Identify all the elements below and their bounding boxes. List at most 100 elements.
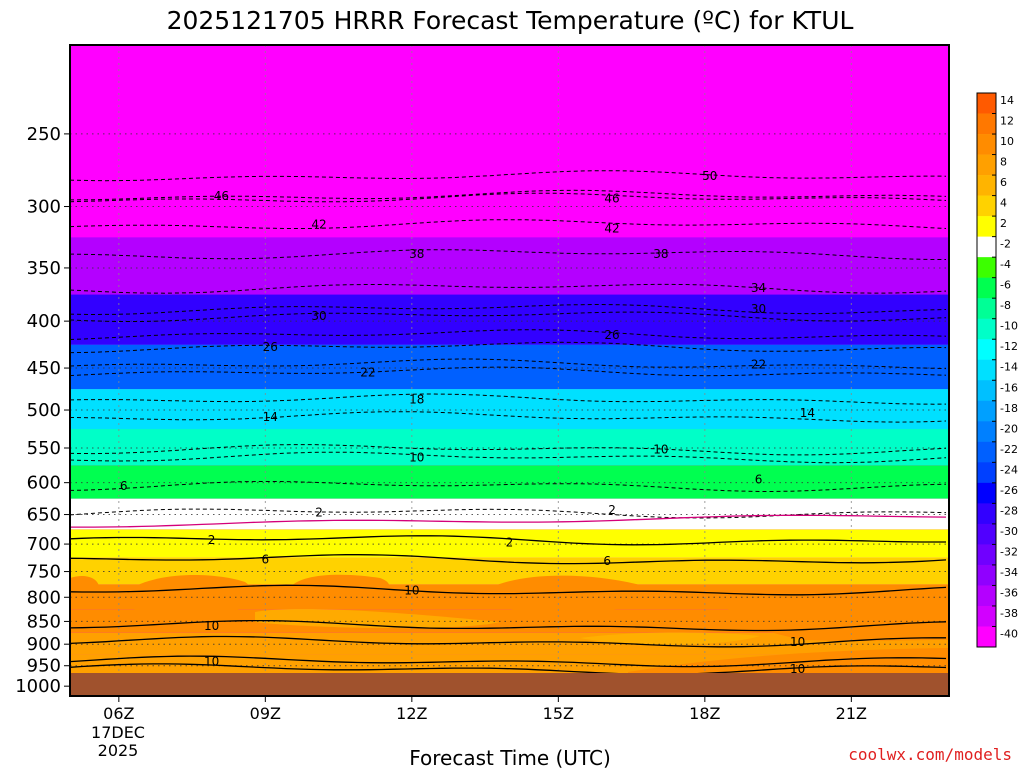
warm-pool-shape — [70, 576, 100, 607]
colorbar-swatch — [977, 195, 996, 217]
contour-label: 10 — [404, 584, 419, 598]
temperature-band — [70, 294, 949, 345]
x-axis: 17DEC 2025 06Z 09Z 12Z 15Z 18Z 21Z — [91, 696, 867, 760]
colorbar-swatch — [977, 400, 996, 422]
contour-line — [70, 663, 947, 676]
colorbar-label: -28 — [1000, 504, 1018, 517]
temperature-band — [70, 237, 949, 295]
colorbar-label: -24 — [1000, 463, 1018, 476]
colorbar-label: 8 — [1000, 156, 1007, 169]
cool-streak-shape — [580, 632, 760, 645]
contour-line — [70, 411, 947, 423]
contour-label: 30 — [311, 309, 326, 323]
contour-label: 2 — [506, 535, 514, 549]
contour-label: 42 — [311, 218, 326, 232]
y-tick-label: 250 — [27, 124, 61, 145]
contour-label: 6 — [603, 554, 611, 568]
contour-line — [70, 329, 947, 340]
chart-title: 2025121705 HRRR Forecast Temperature (ºC… — [167, 6, 854, 35]
colorbar-swatch — [977, 277, 996, 299]
contour-label: 18 — [409, 393, 424, 407]
y-tick-label: 800 — [27, 587, 61, 608]
colorbar-swatch — [977, 154, 996, 176]
contour-line — [70, 311, 947, 322]
colorbar-label: -32 — [1000, 545, 1018, 558]
x-tick-label: 12Z — [396, 704, 427, 723]
x-tick-label: 06Z — [103, 704, 134, 723]
contour-label: 22 — [360, 365, 375, 379]
colorbar-swatch — [977, 564, 996, 586]
colorbar-label: 6 — [1000, 176, 1007, 189]
y-tick-label: 650 — [27, 505, 61, 526]
x-axis-label: Forecast Time (UTC) — [409, 746, 611, 768]
contour-label: 50 — [702, 169, 717, 183]
contour-label: 38 — [409, 247, 424, 261]
colorbar-swatch — [977, 93, 996, 114]
contour-line — [70, 219, 947, 229]
pressure-gridlines — [70, 133, 949, 687]
contour-label: 22 — [751, 357, 766, 371]
plot-frame — [69, 44, 950, 697]
colorbar-label: 4 — [1000, 197, 1007, 210]
colorbar-label: -6 — [1000, 279, 1011, 292]
warm-pool-shape — [722, 585, 949, 641]
warm-pool-shape — [122, 575, 253, 621]
temperature-band — [70, 344, 949, 390]
colorbar-swatch — [977, 134, 996, 155]
warm-pools — [70, 574, 949, 673]
colorbar-label: 10 — [1000, 135, 1014, 148]
contour-label: 30 — [751, 302, 766, 316]
contour-line — [70, 451, 947, 464]
time-gridlines — [118, 45, 852, 696]
y-tick-label: 500 — [27, 400, 61, 421]
temperature-band — [70, 465, 949, 499]
colorbar-label: -34 — [1000, 566, 1018, 579]
contour-line — [70, 655, 947, 668]
colorbar-label: 12 — [1000, 115, 1014, 128]
cool-streak-shape — [255, 609, 500, 629]
x-tick-label: 21Z — [836, 704, 867, 723]
colorbar-swatch — [977, 605, 996, 627]
colorbar-label: -36 — [1000, 586, 1018, 599]
temperature-band — [70, 170, 949, 238]
contour-label: 6 — [120, 479, 128, 493]
contour-label: 10 — [204, 619, 219, 633]
contour-line — [70, 341, 947, 354]
colorbar-label: -4 — [1000, 258, 1011, 271]
warm-pool-shape — [478, 575, 655, 614]
y-tick-label: 950 — [27, 656, 61, 677]
colorbar-swatch — [977, 380, 996, 402]
contour-label: 10 — [653, 442, 668, 456]
contour-line — [70, 366, 947, 377]
colorbar-swatch — [977, 318, 996, 340]
contour-line — [70, 393, 947, 405]
colorbar-swatch — [977, 298, 996, 320]
colorbar-label: -12 — [1000, 340, 1018, 353]
colorbar-label: -2 — [1000, 238, 1011, 251]
y-tick-label: 550 — [27, 438, 61, 459]
contour-line — [70, 535, 946, 546]
colorbar-label: -30 — [1000, 525, 1018, 538]
contour-label: 42 — [604, 221, 619, 235]
x-tick-label: 18Z — [689, 704, 720, 723]
date-label-line: 17DEC — [91, 723, 145, 742]
colorbar-label: -38 — [1000, 607, 1018, 620]
contour-line — [70, 170, 947, 182]
colorbar-swatch — [977, 236, 996, 258]
contour-label: 38 — [653, 247, 668, 261]
colorbar-swatch — [977, 626, 996, 648]
y-tick-label: 600 — [27, 473, 61, 494]
colorbar-swatch — [977, 113, 996, 135]
y-tick-label: 1000 — [15, 676, 61, 697]
contour-label: 6 — [262, 553, 270, 567]
colorbar-label: -8 — [1000, 299, 1011, 312]
y-tick-label: 450 — [27, 358, 61, 379]
contour-line — [70, 508, 947, 519]
contour-line — [70, 189, 947, 201]
y-tick-label: 750 — [27, 562, 61, 583]
colorbar-label: 14 — [1000, 94, 1014, 107]
y-tick-label: 900 — [27, 634, 61, 655]
